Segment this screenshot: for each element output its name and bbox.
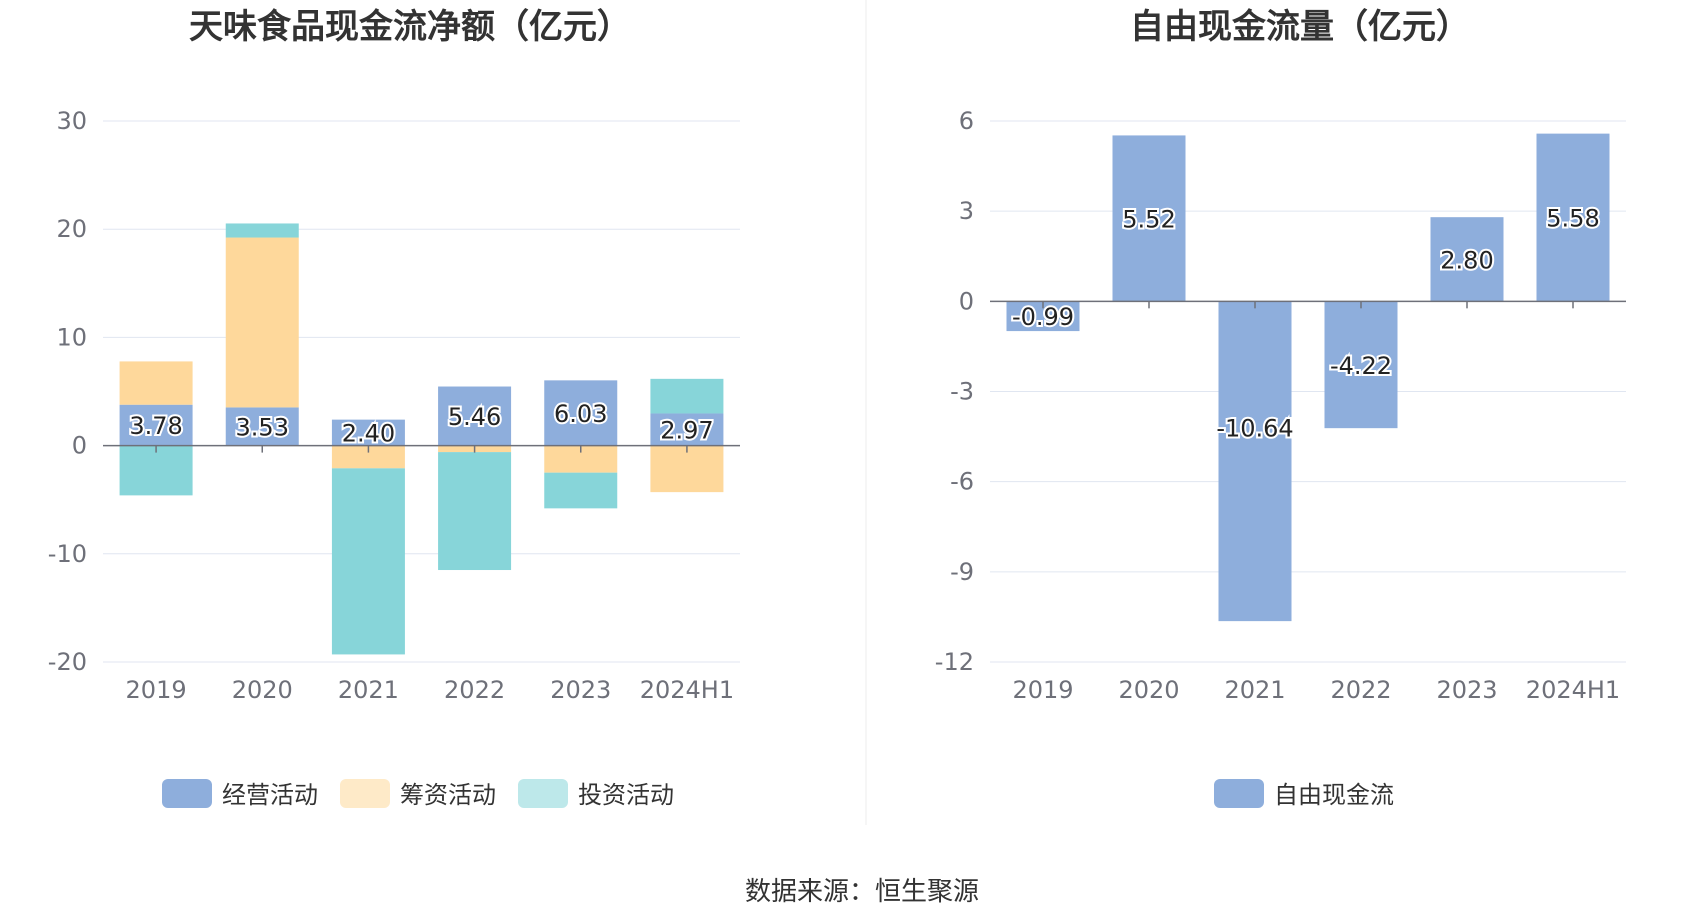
x-tick-label: 2020 [1118, 676, 1179, 704]
chart-title: 自由现金流量（亿元） [1130, 7, 1470, 47]
x-tick-label: 2022 [1330, 676, 1391, 704]
legend-label: 投资活动 [578, 781, 674, 809]
legend-swatch [518, 779, 568, 808]
bar-0-3 [438, 386, 512, 446]
x-tick-label: 2023 [550, 676, 611, 704]
data-label: 5.52 [1122, 205, 1175, 233]
data-source: 数据来源：恒生聚源 [745, 877, 979, 907]
y-tick-label: 0 [72, 432, 87, 460]
bar-2-3 [438, 452, 512, 571]
y-tick-label: 6 [959, 107, 974, 135]
x-tick-label: 2021 [338, 676, 399, 704]
y-tick-label: -12 [935, 648, 974, 676]
bar-1-2 [331, 445, 405, 469]
x-tick-label: 2019 [1012, 676, 1073, 704]
data-label: 3.53 [236, 414, 289, 442]
data-label: 5.46 [448, 403, 501, 431]
bar-2-0 [119, 445, 193, 496]
data-label: -0.99 [1012, 303, 1074, 331]
bar-0-1 [225, 407, 299, 446]
bar-0-4 [1430, 217, 1504, 302]
y-tick-label: 0 [959, 287, 974, 315]
data-label: 2.97 [660, 417, 713, 445]
y-tick-label: 3 [959, 197, 974, 225]
legend-label: 筹资活动 [400, 781, 496, 809]
x-tick-label: 2024H1 [1526, 676, 1620, 704]
legend-label: 经营活动 [222, 781, 318, 809]
bar-0-2 [1218, 301, 1292, 622]
bar-2-5 [650, 378, 724, 414]
bar-2-2 [331, 468, 405, 655]
bar-1-0 [119, 361, 193, 405]
data-label: 3.78 [129, 412, 182, 440]
y-tick-label: -9 [950, 558, 974, 586]
bar-2-1 [225, 223, 299, 238]
bar-1-5 [650, 445, 724, 493]
x-tick-label: 2021 [1224, 676, 1285, 704]
y-tick-label: -10 [48, 540, 87, 568]
x-tick-label: 2020 [232, 676, 293, 704]
x-tick-label: 2024H1 [640, 676, 734, 704]
data-label: 5.58 [1546, 204, 1599, 232]
legend-swatch [1214, 779, 1264, 808]
bar-0-0 [119, 404, 193, 446]
y-tick-label: 30 [56, 107, 87, 135]
bar-0-5 [1536, 133, 1610, 302]
y-tick-label: 20 [56, 215, 87, 243]
x-tick-label: 2019 [126, 676, 187, 704]
data-label: -10.64 [1216, 415, 1293, 443]
bar-1-1 [225, 237, 299, 408]
y-tick-label: -3 [950, 378, 974, 406]
legend-swatch [162, 779, 212, 808]
chart-title: 天味食品现金流净额（亿元） [189, 7, 631, 47]
cashflow-chart: 天味食品现金流净额（亿元） 30 20 10 0 -10 -20 2019 2020 2021… [48, 7, 740, 809]
y-tick-label: -20 [48, 648, 87, 676]
legend-swatch [340, 779, 390, 808]
data-label: 2.40 [342, 420, 395, 448]
x-tick-label: 2022 [444, 676, 505, 704]
bar-0-1 [1112, 135, 1186, 302]
bar-2-4 [544, 472, 618, 509]
bar-0-4 [544, 380, 618, 446]
bar-0-3 [1324, 301, 1398, 429]
legend-label: 自由现金流 [1274, 781, 1394, 809]
free-cashflow-chart: 自由现金流量（亿元） 6 3 0 -3 -6 -9 -12 2019 2020 2021 2022… [935, 7, 1626, 809]
data-label: -4.22 [1330, 352, 1392, 380]
data-label: 2.80 [1440, 246, 1493, 274]
x-tick-label: 2023 [1436, 676, 1497, 704]
y-tick-label: 10 [56, 323, 87, 351]
bar-0-5 [650, 413, 724, 446]
data-label: 6.03 [554, 400, 607, 428]
bar-0-2 [331, 419, 405, 446]
y-tick-label: -6 [950, 468, 974, 496]
